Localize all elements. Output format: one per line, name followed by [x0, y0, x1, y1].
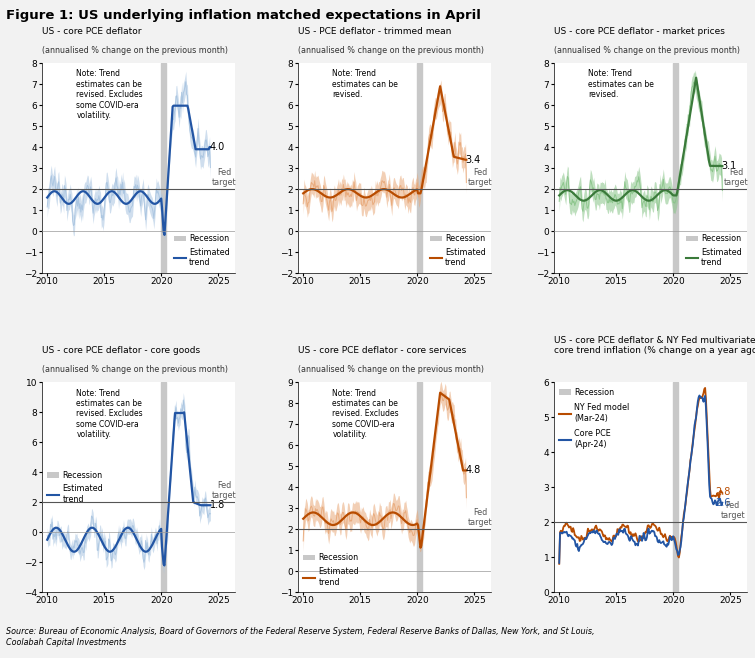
- Text: US - core PCE deflator - market prices: US - core PCE deflator - market prices: [553, 27, 724, 36]
- Text: Note: Trend
estimates can be
revised. Excludes
some COVID-era
volatility.: Note: Trend estimates can be revised. Ex…: [332, 389, 399, 439]
- Text: 3.1: 3.1: [722, 161, 737, 171]
- Text: Note: Trend
estimates can be
revised.: Note: Trend estimates can be revised.: [332, 70, 399, 99]
- Bar: [162, 63, 166, 273]
- Text: Fed
target: Fed target: [468, 168, 492, 187]
- Legend: Recession, Estimated
trend: Recession, Estimated trend: [684, 233, 744, 269]
- Text: (annualised % change on the previous month): (annualised % change on the previous mon…: [553, 46, 739, 55]
- Bar: [162, 382, 166, 592]
- Text: Fed
target: Fed target: [720, 501, 745, 520]
- Text: 2.8: 2.8: [716, 488, 731, 497]
- Text: Note: Trend
estimates can be
revised. Excludes
some COVID-era
volatility.: Note: Trend estimates can be revised. Ex…: [76, 70, 143, 120]
- Text: (annualised % change on the previous month): (annualised % change on the previous mon…: [42, 46, 227, 55]
- Bar: [673, 382, 678, 592]
- Text: Fed
target: Fed target: [724, 168, 748, 187]
- Text: US - core PCE deflator - core services: US - core PCE deflator - core services: [297, 346, 466, 355]
- Text: 4.0: 4.0: [210, 142, 225, 152]
- Text: 4.8: 4.8: [466, 465, 481, 476]
- Text: Fed
target: Fed target: [211, 480, 236, 500]
- Text: (annualised % change on the previous month): (annualised % change on the previous mon…: [297, 46, 483, 55]
- Text: (annualised % change on the previous month): (annualised % change on the previous mon…: [42, 365, 227, 374]
- Text: Note: Trend
estimates can be
revised. Excludes
some COVID-era
volatility.: Note: Trend estimates can be revised. Ex…: [76, 389, 143, 439]
- Legend: Recession, Estimated
trend: Recession, Estimated trend: [172, 233, 232, 269]
- Text: Source: Bureau of Economic Analysis, Board of Governors of the Federal Reserve S: Source: Bureau of Economic Analysis, Boa…: [6, 627, 594, 647]
- Text: US - core PCE deflator - core goods: US - core PCE deflator - core goods: [42, 346, 199, 355]
- Text: US - core PCE deflator & NY Fed multivariate
core trend inflation (% change on a: US - core PCE deflator & NY Fed multivar…: [553, 336, 755, 355]
- Legend: Recession, Estimated
trend: Recession, Estimated trend: [301, 551, 361, 588]
- Bar: [418, 63, 422, 273]
- Text: Fed
target: Fed target: [468, 508, 492, 527]
- Legend: Recession, Estimated
trend: Recession, Estimated trend: [45, 469, 105, 505]
- Text: Figure 1: US underlying inflation matched expectations in April: Figure 1: US underlying inflation matche…: [6, 9, 481, 22]
- Text: US - PCE deflator - trimmed mean: US - PCE deflator - trimmed mean: [297, 27, 451, 36]
- Text: Note: Trend
estimates can be
revised.: Note: Trend estimates can be revised.: [588, 70, 655, 99]
- Bar: [673, 63, 678, 273]
- Legend: Recession, NY Fed model
(Mar-24), Core PCE
(Apr-24): Recession, NY Fed model (Mar-24), Core P…: [557, 386, 631, 450]
- Text: 3.4: 3.4: [466, 155, 481, 164]
- Text: 1.8: 1.8: [210, 500, 225, 510]
- Text: Fed
target: Fed target: [211, 168, 236, 187]
- Text: (annualised % change on the previous month): (annualised % change on the previous mon…: [297, 365, 483, 374]
- Text: US - core PCE deflator: US - core PCE deflator: [42, 27, 141, 36]
- Text: 2.6: 2.6: [716, 498, 731, 508]
- Legend: Recession, Estimated
trend: Recession, Estimated trend: [428, 233, 488, 269]
- Bar: [418, 382, 422, 592]
